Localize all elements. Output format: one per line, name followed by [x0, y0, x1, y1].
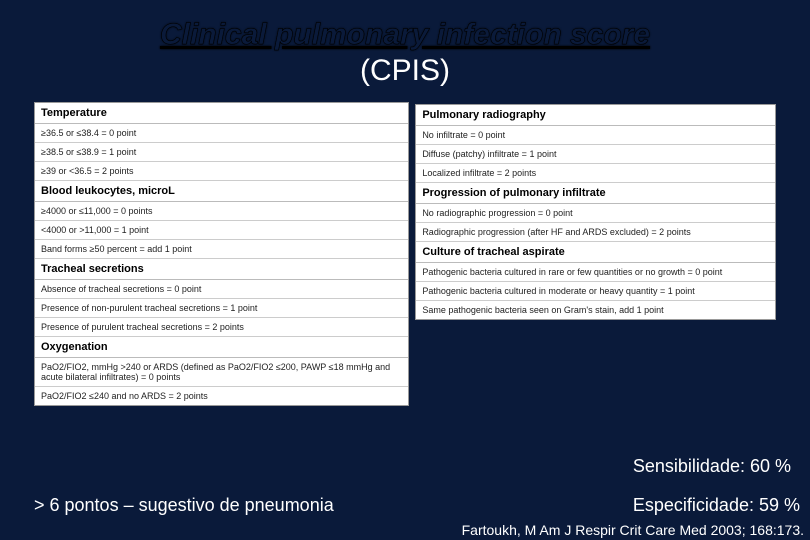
table-row: ≥39 or <36.5 = 2 points — [35, 162, 408, 181]
table-row: Presence of non-purulent tracheal secret… — [35, 299, 408, 318]
title-block: Clinical pulmonary infection score (CPIS… — [0, 0, 810, 96]
table-row: ≥36.5 or ≤38.4 = 0 point — [35, 124, 408, 143]
tables-container: Temperature ≥36.5 or ≤38.4 = 0 point ≥38… — [0, 96, 810, 406]
title-sub: (CPIS) — [0, 54, 810, 88]
section-header: Oxygenation — [35, 337, 408, 358]
citation-text: Fartoukh, M Am J Respir Crit Care Med 20… — [462, 522, 804, 538]
table-row: Pathogenic bacteria cultured in rare or … — [416, 263, 775, 282]
threshold-note: > 6 pontos – sugestivo de pneumonia — [34, 495, 334, 516]
table-row: Radiographic progression (after HF and A… — [416, 223, 775, 242]
table-row: PaO2/FIO2 ≤240 and no ARDS = 2 points — [35, 387, 408, 405]
table-row: Same pathogenic bacteria seen on Gram's … — [416, 301, 775, 319]
table-row: No radiographic progression = 0 point — [416, 204, 775, 223]
section-header: Blood leukocytes, microL — [35, 181, 408, 202]
table-row: Presence of purulent tracheal secretions… — [35, 318, 408, 337]
specificity-text: Especificidade: 59 % — [633, 495, 800, 516]
section-header: Tracheal secretions — [35, 259, 408, 280]
left-table: Temperature ≥36.5 or ≤38.4 = 0 point ≥38… — [34, 102, 409, 406]
right-table: Pulmonary radiography No infiltrate = 0 … — [415, 104, 776, 320]
title-main: Clinical pulmonary infection score — [0, 18, 810, 52]
bottom-notes: > 6 pontos – sugestivo de pneumonia Sens… — [34, 456, 800, 516]
section-header: Pulmonary radiography — [416, 105, 775, 126]
table-row: Diffuse (patchy) infiltrate = 1 point — [416, 145, 775, 164]
section-header: Progression of pulmonary infiltrate — [416, 183, 775, 204]
table-row: PaO2/FIO2, mmHg >240 or ARDS (defined as… — [35, 358, 408, 387]
table-row: Band forms ≥50 percent = add 1 point — [35, 240, 408, 259]
table-row: ≥4000 or ≤11,000 = 0 points — [35, 202, 408, 221]
stats-block: Sensibilidade: 60 % Especificidade: 59 % — [633, 456, 800, 516]
table-row: Absence of tracheal secretions = 0 point — [35, 280, 408, 299]
table-row: Localized infiltrate = 2 points — [416, 164, 775, 183]
table-row: No infiltrate = 0 point — [416, 126, 775, 145]
table-row: <4000 or >11,000 = 1 point — [35, 221, 408, 240]
table-row: ≥38.5 or ≤38.9 = 1 point — [35, 143, 408, 162]
sensitivity-text: Sensibilidade: 60 % — [633, 456, 800, 477]
section-header: Temperature — [35, 103, 408, 124]
table-row: Pathogenic bacteria cultured in moderate… — [416, 282, 775, 301]
section-header: Culture of tracheal aspirate — [416, 242, 775, 263]
